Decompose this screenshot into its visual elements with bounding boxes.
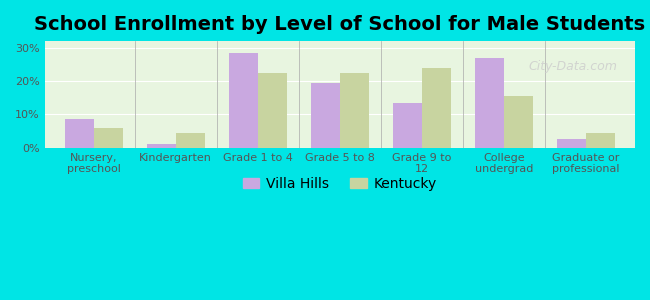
Bar xyxy=(229,53,258,148)
Bar xyxy=(258,73,287,148)
Bar xyxy=(311,83,340,148)
Bar xyxy=(94,128,122,148)
Bar xyxy=(340,73,369,148)
Bar xyxy=(176,133,205,148)
Legend: Villa Hills, Kentucky: Villa Hills, Kentucky xyxy=(237,171,443,196)
Bar xyxy=(65,119,94,148)
Bar xyxy=(586,133,614,148)
Bar xyxy=(557,140,586,148)
Title: School Enrollment by Level of School for Male Students: School Enrollment by Level of School for… xyxy=(34,15,645,34)
Bar xyxy=(475,58,504,148)
Bar xyxy=(422,68,450,148)
Text: City-Data.com: City-Data.com xyxy=(528,60,618,73)
Bar xyxy=(504,96,532,148)
Bar xyxy=(393,103,422,148)
Bar xyxy=(147,145,176,148)
